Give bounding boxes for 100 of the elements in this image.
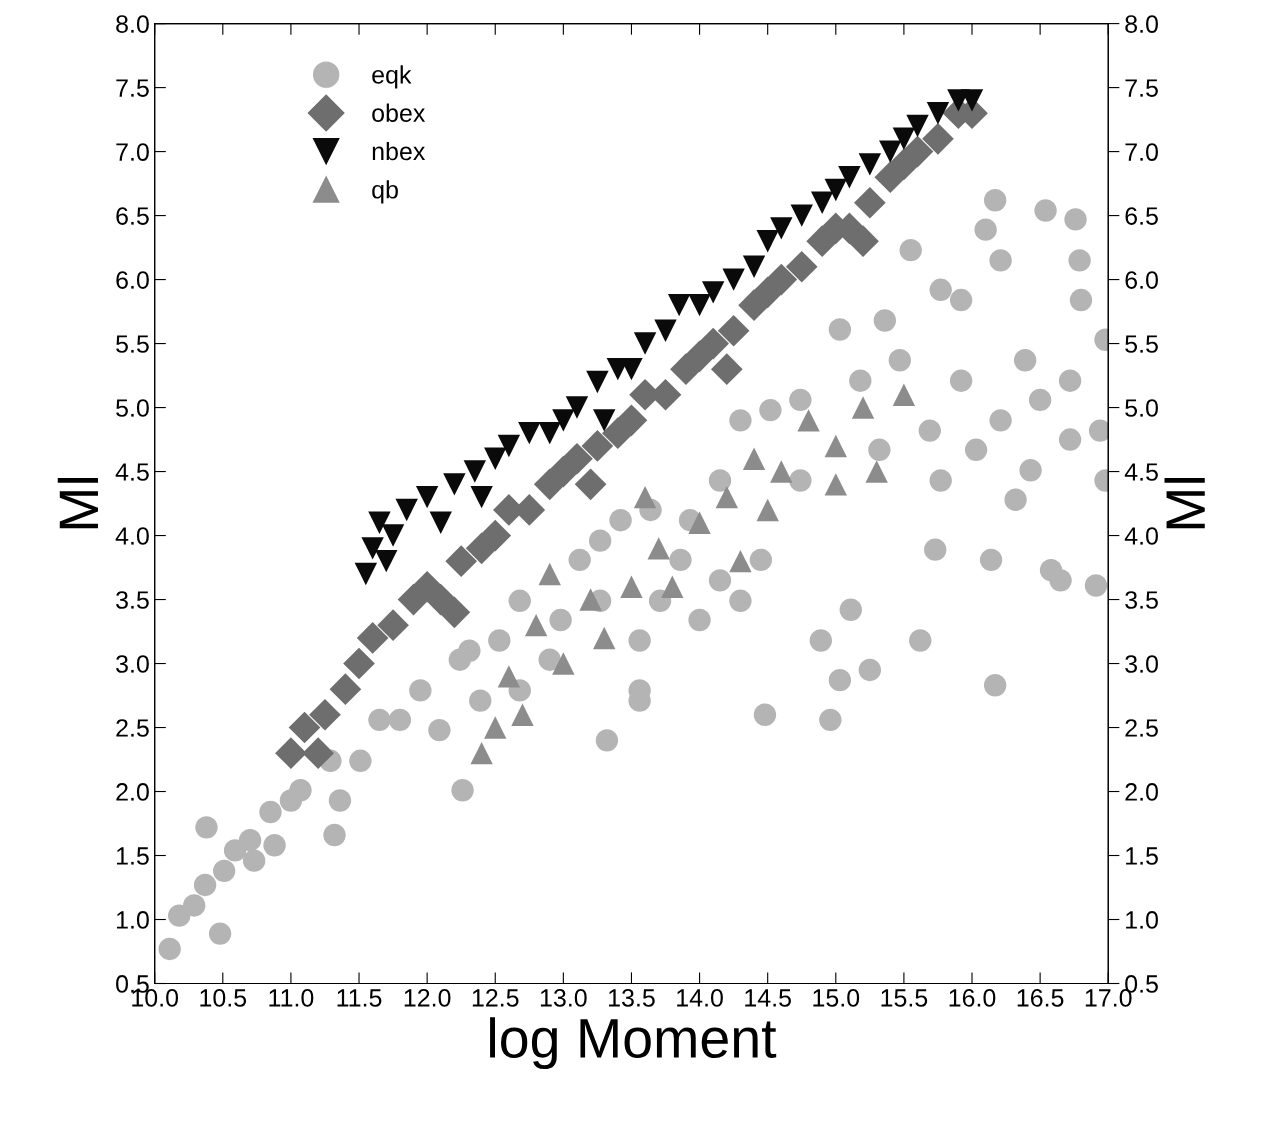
point xyxy=(824,434,847,458)
y2-tick-label: 4.0 xyxy=(1124,527,1158,545)
x-tick-label: 16.0 xyxy=(949,989,996,1007)
y-tick-label: 4.0 xyxy=(115,527,149,545)
point xyxy=(343,647,375,680)
point xyxy=(765,263,798,296)
legend-label: nbex xyxy=(372,141,426,161)
point xyxy=(702,281,725,304)
point xyxy=(824,178,847,202)
point xyxy=(581,430,614,462)
point xyxy=(742,447,766,470)
point xyxy=(879,140,902,163)
point xyxy=(415,485,439,509)
point xyxy=(654,319,677,342)
point xyxy=(356,622,389,654)
x-tick-label: 13.5 xyxy=(609,989,655,1007)
point xyxy=(361,537,384,560)
point xyxy=(518,421,541,445)
y-tick-label: 2.0 xyxy=(116,783,149,801)
y2-tick-label: 7.5 xyxy=(1125,79,1158,97)
point xyxy=(854,186,886,219)
point xyxy=(574,468,607,501)
y2-tick-label: 2.0 xyxy=(1125,783,1158,801)
point xyxy=(593,626,616,650)
y2-tick-label: 1.5 xyxy=(1126,847,1158,865)
point xyxy=(785,250,818,283)
point xyxy=(756,498,779,522)
x-tick-label: 10.5 xyxy=(200,989,247,1007)
point xyxy=(847,225,879,258)
point xyxy=(717,314,750,347)
point xyxy=(381,524,405,547)
y2-tick-label: 3.0 xyxy=(1125,655,1158,673)
point xyxy=(647,537,670,560)
point xyxy=(470,741,493,765)
point xyxy=(729,549,752,573)
x-tick-label: 13.0 xyxy=(540,989,587,1007)
point xyxy=(538,562,561,586)
point xyxy=(443,473,466,496)
point xyxy=(722,268,745,291)
x-tick-label: 12.0 xyxy=(404,989,451,1007)
y2-axis-title: Ml xyxy=(1164,477,1205,529)
x-tick-label: 14.0 xyxy=(677,989,723,1007)
y-tick-label: 7.0 xyxy=(116,143,149,161)
point xyxy=(797,409,820,432)
point xyxy=(661,575,684,598)
y-tick-label: 8.0 xyxy=(116,15,149,33)
point xyxy=(770,460,793,483)
x-tick-label: 15.0 xyxy=(813,989,860,1007)
point xyxy=(511,703,534,726)
point xyxy=(497,665,521,688)
y-tick-label: 7.5 xyxy=(116,79,149,97)
y-tick-label: 3.5 xyxy=(116,591,149,609)
point xyxy=(302,737,334,769)
point xyxy=(565,396,589,419)
y-tick-label: 3.0 xyxy=(116,655,149,673)
point xyxy=(770,217,793,240)
point xyxy=(865,460,888,483)
point xyxy=(463,460,487,483)
point xyxy=(824,473,847,496)
x-tick-label: 11.5 xyxy=(337,989,382,1007)
y-tick-label: 5.5 xyxy=(116,335,149,353)
y2-tick-label: 1.0 xyxy=(1126,911,1158,929)
point xyxy=(790,204,813,227)
point xyxy=(710,353,743,385)
point xyxy=(858,153,882,176)
point xyxy=(479,519,512,552)
point xyxy=(497,434,521,458)
y2-tick-label: 4.5 xyxy=(1124,463,1158,481)
point xyxy=(288,711,321,744)
point xyxy=(470,485,493,509)
point xyxy=(960,89,984,112)
point xyxy=(552,652,575,675)
point xyxy=(368,511,391,534)
point xyxy=(615,404,648,437)
point xyxy=(667,293,691,317)
x-axis-title: log Moment xyxy=(490,1017,777,1070)
x-tick-label: 14.5 xyxy=(745,989,791,1007)
y2-tick-label: 6.5 xyxy=(1125,207,1158,225)
point xyxy=(375,549,398,573)
point xyxy=(926,102,950,125)
point xyxy=(579,588,602,611)
point xyxy=(688,511,711,534)
y-tick-label: 4.5 xyxy=(115,463,149,481)
point xyxy=(429,511,452,534)
y2-tick-label: 5.5 xyxy=(1125,335,1158,353)
y-axis-title: Ml xyxy=(57,477,98,529)
y2-tick-label: 2.5 xyxy=(1125,719,1158,737)
point xyxy=(901,135,934,168)
point xyxy=(810,191,834,214)
point xyxy=(697,327,730,360)
point xyxy=(715,485,739,509)
y2-tick-label: 6.0 xyxy=(1125,271,1158,289)
x-tick-label: 12.5 xyxy=(472,989,519,1007)
x-tick-label: 16.5 xyxy=(1017,989,1064,1007)
point xyxy=(620,575,643,598)
y-tick-label: 6.0 xyxy=(116,271,149,289)
point xyxy=(329,673,362,705)
legend-label: obex xyxy=(372,103,426,122)
y-tick-label: 5.0 xyxy=(116,399,149,417)
point xyxy=(354,562,378,586)
